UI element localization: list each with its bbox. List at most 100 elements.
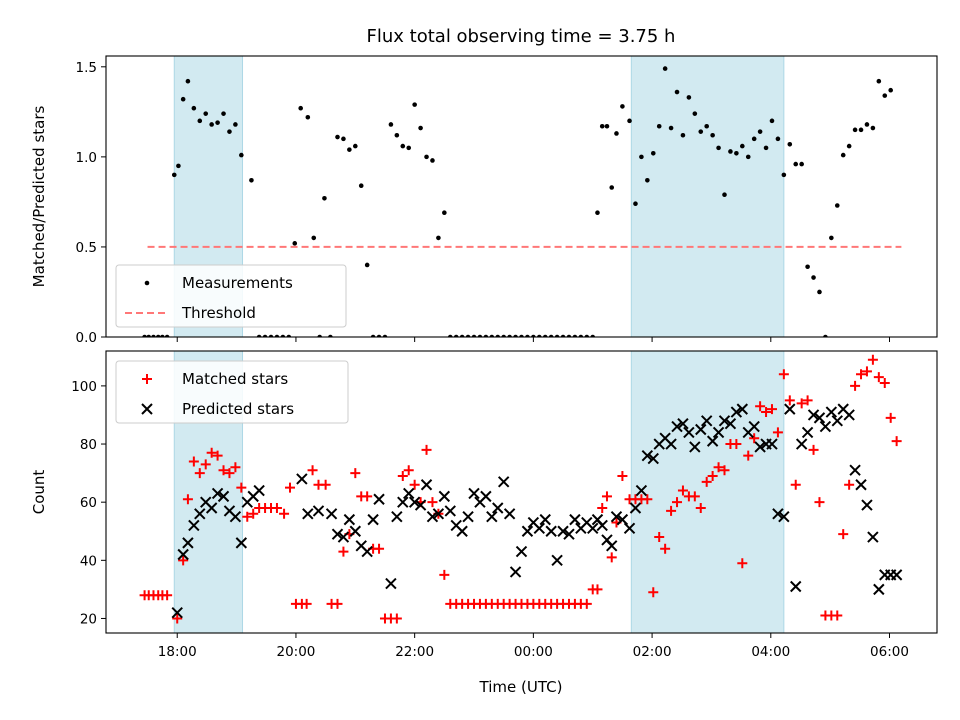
y-tick-label: 0.0 xyxy=(76,330,97,346)
data-point xyxy=(203,111,209,116)
data-point xyxy=(718,415,731,427)
count-panel: 20 40 60 80 100 Count 18:00 20:00 22:00 00:00 02:0… xyxy=(30,350,938,660)
data-point xyxy=(843,409,855,421)
data-point xyxy=(388,122,394,127)
data-point xyxy=(850,380,861,391)
data-point xyxy=(427,497,438,508)
y-tick-label: 80 xyxy=(80,437,97,453)
data-point xyxy=(784,403,796,415)
data-point xyxy=(551,554,563,567)
data-point xyxy=(229,511,242,523)
data-point xyxy=(867,354,878,365)
data-point xyxy=(439,569,450,580)
data-point xyxy=(370,334,376,337)
data-point xyxy=(692,111,698,116)
data-point xyxy=(489,334,495,337)
data-point xyxy=(772,508,784,520)
data-point xyxy=(698,129,704,134)
x-tick-label: 04:00 xyxy=(751,644,790,660)
data-point xyxy=(666,505,677,516)
x-tick-label: 02:00 xyxy=(633,644,672,660)
data-point xyxy=(296,473,308,485)
data-point xyxy=(606,540,618,552)
data-point xyxy=(311,235,317,241)
data-point xyxy=(462,511,474,523)
data-point xyxy=(337,531,350,543)
data-point xyxy=(712,426,725,439)
legend-label: Matched stars xyxy=(182,370,288,388)
data-point xyxy=(639,154,644,160)
data-point xyxy=(647,452,659,465)
data-point xyxy=(171,172,177,178)
data-point xyxy=(188,456,199,467)
data-point xyxy=(349,525,362,537)
data-point xyxy=(891,436,902,447)
data-point xyxy=(347,147,352,152)
data-point xyxy=(677,485,688,496)
y-tick-label: 60 xyxy=(80,495,97,511)
data-point xyxy=(790,479,801,490)
data-point xyxy=(867,531,879,543)
data-point xyxy=(700,415,713,427)
data-point xyxy=(808,444,819,455)
data-point xyxy=(331,528,344,540)
y-tick-label: 1.0 xyxy=(76,150,97,166)
data-point xyxy=(525,334,530,337)
data-point xyxy=(382,334,388,337)
data-point xyxy=(882,93,888,98)
data-point xyxy=(706,435,719,447)
data-point xyxy=(239,152,244,158)
data-point xyxy=(784,395,795,406)
data-point xyxy=(279,508,290,519)
data-point xyxy=(280,334,286,337)
data-point xyxy=(730,406,743,418)
data-point xyxy=(185,78,191,84)
series-measurements xyxy=(142,66,894,337)
data-point xyxy=(426,511,439,523)
data-point xyxy=(736,403,749,415)
data-point xyxy=(486,511,498,523)
data-point xyxy=(716,145,721,151)
series-matched-stars xyxy=(139,354,902,624)
data-point xyxy=(731,439,742,450)
data-point xyxy=(707,471,718,482)
data-point xyxy=(606,552,617,563)
data-point xyxy=(831,415,843,427)
data-point xyxy=(162,590,173,601)
data-point xyxy=(629,502,642,514)
data-point xyxy=(873,372,884,383)
y-tick-label: 20 xyxy=(80,611,97,627)
data-point xyxy=(497,476,510,488)
data-point xyxy=(650,150,656,156)
data-point xyxy=(197,118,203,124)
data-point xyxy=(885,412,896,423)
data-point xyxy=(870,125,876,131)
data-point xyxy=(194,468,205,479)
data-point xyxy=(660,543,671,554)
data-point xyxy=(328,334,333,337)
data-point xyxy=(286,334,292,337)
data-point xyxy=(391,613,402,624)
data-point xyxy=(155,334,161,337)
data-point xyxy=(766,438,778,450)
axes-frame xyxy=(105,55,938,338)
data-point xyxy=(332,598,343,609)
data-point xyxy=(477,334,483,337)
data-point xyxy=(188,519,200,532)
x-tick-label: 20:00 xyxy=(276,644,315,660)
data-point xyxy=(459,334,465,337)
data-point xyxy=(599,123,605,129)
data-point xyxy=(592,584,603,595)
data-point xyxy=(176,163,181,169)
data-point xyxy=(400,143,406,149)
data-point xyxy=(362,491,373,502)
data-point xyxy=(796,398,807,409)
data-point xyxy=(391,511,403,523)
data-point xyxy=(180,96,186,102)
data-point xyxy=(471,334,477,337)
data-point xyxy=(793,161,799,167)
data-point xyxy=(403,465,414,476)
data-point xyxy=(271,502,282,513)
observing-window-2 xyxy=(631,351,784,633)
